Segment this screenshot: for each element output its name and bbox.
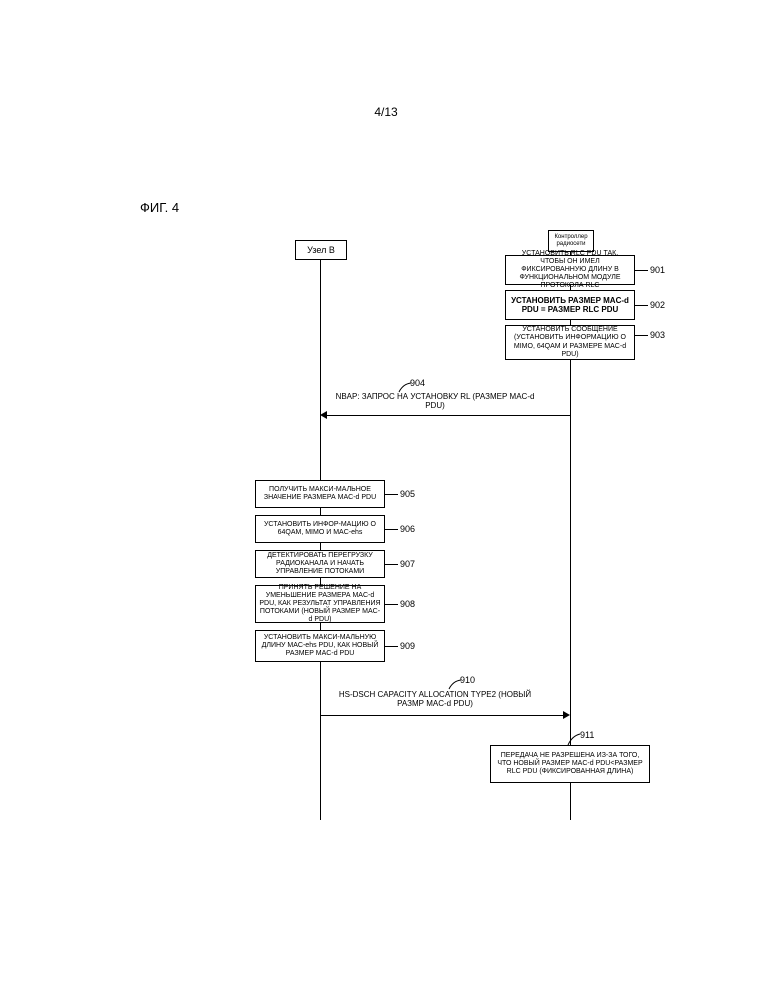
tick-904: [397, 382, 415, 394]
msgline-910: [320, 715, 565, 716]
step-905: ПОЛУЧИТЬ МАКСИ-МАЛЬНОЕ ЗНАЧЕНИЕ РАЗМЕРА …: [255, 480, 385, 508]
figure-label: ФИГ. 4: [140, 200, 179, 215]
ref-909: 909: [400, 641, 415, 651]
actor-left: Узел В: [295, 240, 347, 260]
ref-905: 905: [400, 489, 415, 499]
ref-908: 908: [400, 599, 415, 609]
step-907: ДЕТЕКТИРОВАТЬ ПЕРЕГРУЗКУ РАДИОКАНАЛА И Н…: [255, 550, 385, 578]
step-909: УСТАНОВИТЬ МАКСИ-МАЛЬНУЮ ДЛИНУ MAC-ehs P…: [255, 630, 385, 662]
step-906: УСТАНОВИТЬ ИНФОР-МАЦИЮ О 64QAM, MIMO И M…: [255, 515, 385, 543]
ref-902: 902: [650, 300, 665, 310]
actor-right: Контроллер радиосети: [548, 230, 594, 252]
page-number: 4/13: [374, 105, 397, 119]
refline-907: [385, 564, 398, 565]
step-901: УСТАНОВИТЬ RLC PDU ТАК, ЧТОБЫ ОН ИМЕЛ ФИ…: [505, 255, 635, 285]
ref-903: 903: [650, 330, 665, 340]
sequence-diagram: Узел В Контроллер радиосети УСТАНОВИТЬ R…: [150, 230, 660, 910]
msg-910: HS-DSCH CAPACITY ALLOCATION TYPE2 (НОВЫЙ…: [335, 690, 535, 708]
refline-902: [635, 305, 648, 306]
step-902: УСТАНОВИТЬ РАЗМЕР MAC-d PDU = РАЗМЕР RLC…: [505, 290, 635, 320]
refline-906: [385, 529, 398, 530]
refline-903: [635, 335, 648, 336]
arrow-904: [320, 411, 327, 419]
refline-908: [385, 604, 398, 605]
ref-906: 906: [400, 524, 415, 534]
refline-901: [635, 270, 648, 271]
refline-909: [385, 646, 398, 647]
step-911: ПЕРЕДАЧА НЕ РАЗРЕШЕНА ИЗ-ЗА ТОГО, ЧТО НО…: [490, 745, 650, 783]
msgline-904: [325, 415, 570, 416]
step-908: ПРИНЯТЬ РЕШЕНИЕ НА УМЕНЬШЕНИЕ РАЗМЕРА MA…: [255, 585, 385, 623]
msg-904: NBAP: ЗАПРОС НА УСТАНОВКУ RL (РАЗМЕР MAC…: [335, 392, 535, 410]
arrow-910: [563, 711, 570, 719]
ref-907: 907: [400, 559, 415, 569]
ref-901: 901: [650, 265, 665, 275]
refline-905: [385, 494, 398, 495]
step-903: УСТАНОВИТЬ СООБЩЕНИЕ (УСТАНОВИТЬ ИНФОРМА…: [505, 325, 635, 360]
